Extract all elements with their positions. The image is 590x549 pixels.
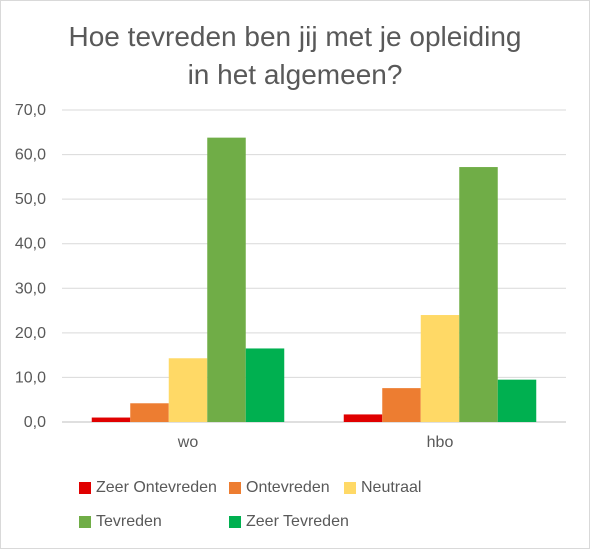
- bar: [343, 414, 383, 422]
- bar: [459, 167, 498, 422]
- x-category-label: wo: [177, 434, 199, 451]
- y-tick-label: 40,0: [15, 236, 46, 253]
- bar: [420, 315, 460, 422]
- legend-label: Zeer Tevreden: [246, 513, 349, 530]
- x-category-label: hbo: [427, 434, 454, 451]
- chart-title-line-1: Hoe tevreden ben jij met je opleiding: [68, 21, 522, 52]
- bar: [91, 417, 131, 422]
- bar: [168, 358, 208, 422]
- legend-item: Neutraal: [344, 479, 421, 497]
- legend-label: Neutraal: [361, 479, 422, 496]
- legend-item: Tevreden: [79, 513, 162, 531]
- y-tick-label: 60,0: [15, 147, 46, 164]
- bar: [382, 388, 421, 422]
- legend-swatch: [79, 516, 91, 528]
- legend-item: Zeer Ontevreden: [79, 479, 217, 497]
- bar: [130, 403, 169, 422]
- chart-title: Hoe tevreden ben jij met je opleiding in…: [0, 18, 590, 94]
- legend-item: Zeer Tevreden: [229, 513, 349, 531]
- legend-label: Tevreden: [96, 513, 162, 530]
- legend-swatch: [229, 516, 241, 528]
- y-tick-label: 20,0: [15, 325, 46, 342]
- y-tick-label: 0,0: [24, 414, 46, 431]
- bar: [497, 379, 537, 422]
- legend-label: Ontevreden: [246, 479, 330, 496]
- y-tick-label: 50,0: [15, 191, 46, 208]
- y-tick-label: 10,0: [15, 369, 46, 386]
- y-tick-label: 30,0: [15, 280, 46, 297]
- y-tick-label: 70,0: [15, 102, 46, 119]
- bar: [245, 348, 285, 422]
- bar: [207, 137, 246, 423]
- chart-title-line-2: in het algemeen?: [187, 59, 403, 90]
- legend-item: Ontevreden: [229, 479, 330, 497]
- legend-swatch: [79, 482, 91, 494]
- legend-swatch: [344, 482, 356, 494]
- legend-swatch: [229, 482, 241, 494]
- legend-label: Zeer Ontevreden: [96, 479, 217, 496]
